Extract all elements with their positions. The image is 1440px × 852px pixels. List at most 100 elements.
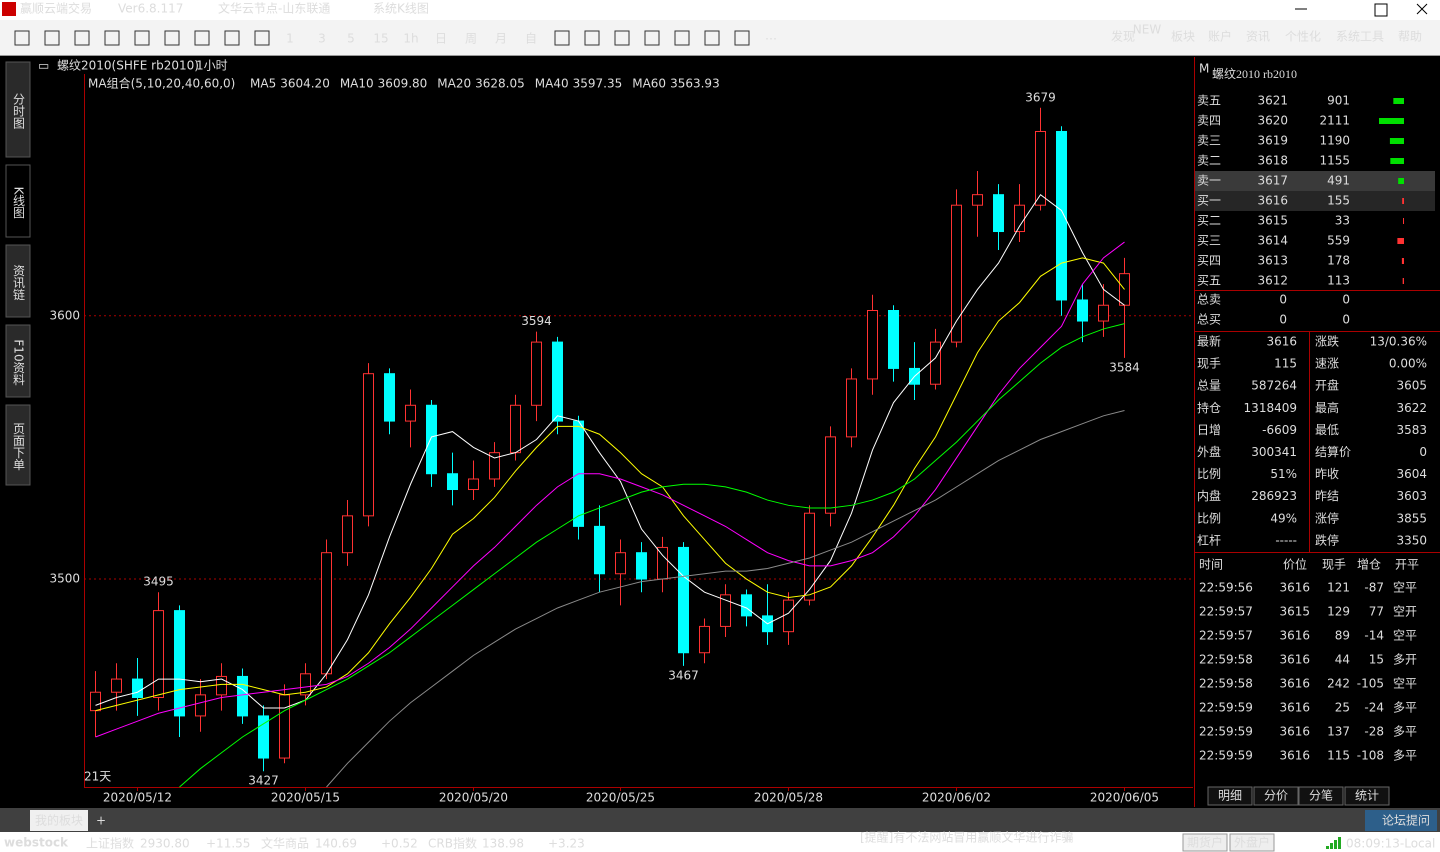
period-button[interactable]: 3 [318, 32, 326, 46]
period-button[interactable]: 15 [373, 32, 388, 46]
side-tab-label[interactable]: F10资料 [12, 339, 26, 385]
tick-volume: 115 [1327, 749, 1350, 763]
toolbar-icon[interactable] [644, 30, 660, 46]
menu-item[interactable]: 个性化 [1285, 30, 1321, 44]
ma-legend-name: MA40 [535, 77, 569, 91]
toolbar-icon[interactable] [224, 30, 240, 46]
tick-volume: 25 [1335, 701, 1350, 715]
toolbar-icon[interactable] [14, 30, 30, 46]
ticker: [提醒]有不法网站冒用赢顺文华进行诈骗 [860, 830, 1073, 845]
ma-line [179, 323, 1125, 788]
side-tab[interactable] [5, 164, 31, 238]
toolbar-icon[interactable] [614, 30, 630, 46]
x-tick-label: 2020/05/12 [103, 791, 172, 805]
volume-bar [1397, 238, 1404, 244]
forum-label[interactable]: 论坛提问 [1382, 813, 1430, 828]
menu-item[interactable]: 板块 [1171, 30, 1195, 44]
toolbar-icon[interactable] [584, 30, 600, 46]
stat-value: 3583 [1396, 423, 1427, 437]
tick-oi: -24 [1364, 701, 1384, 715]
stat-label: 杠杆 [1197, 532, 1221, 547]
toolbar-icon[interactable] [104, 30, 120, 46]
toolbar-icon[interactable] [74, 30, 90, 46]
total-label: 总卖 [1197, 293, 1221, 307]
x-tick-label: 2020/05/25 [586, 791, 655, 805]
index-change: +0.52 [381, 837, 418, 851]
chart-period[interactable]: 1小时 [196, 59, 228, 73]
forum-button[interactable] [1365, 810, 1437, 831]
board-tab[interactable] [30, 810, 88, 831]
toolbar-icon[interactable] [194, 30, 210, 46]
panel-tab-label[interactable]: 明细 [1218, 789, 1242, 803]
period-button[interactable]: 1 [286, 32, 294, 46]
row-highlight [1195, 171, 1435, 191]
menu-item[interactable]: 帮助 [1398, 30, 1422, 44]
board-add[interactable]: + [96, 814, 106, 828]
menu-item[interactable]: 账户 [1208, 29, 1232, 44]
toolbar-icon[interactable] [164, 30, 180, 46]
candle-body [342, 515, 353, 554]
account-button[interactable] [1229, 833, 1275, 852]
candle-body [594, 525, 605, 575]
side-tab[interactable] [5, 404, 31, 486]
book-label: 卖四 [1197, 114, 1221, 128]
total-b: 0 [1342, 293, 1350, 307]
panel-tab-label[interactable]: 分笔 [1309, 788, 1333, 803]
panel-tab[interactable] [1344, 786, 1390, 806]
toolbar-icon[interactable] [674, 30, 690, 46]
x-tick-label: 2020/06/02 [922, 791, 991, 805]
candle-body [426, 404, 437, 475]
panel-tab[interactable] [1298, 786, 1344, 806]
toolbar-icon[interactable] [44, 30, 60, 46]
panel-tab-label[interactable]: 分价 [1264, 789, 1288, 803]
period-button[interactable]: 日 [435, 32, 447, 46]
toolbar-icon[interactable] [254, 30, 270, 46]
account-label[interactable]: 外盘户 [1234, 835, 1270, 850]
side-tab-label[interactable]: 分时图 [12, 93, 26, 129]
toolbar-icon[interactable] [704, 30, 720, 46]
side-tab[interactable] [5, 244, 31, 318]
panel-tab-label[interactable]: 统计 [1355, 789, 1379, 803]
menu-item[interactable]: 系统工具 [1336, 30, 1384, 44]
period-button[interactable]: 1h [403, 32, 418, 46]
account-button[interactable] [1182, 833, 1228, 852]
toolbar-icon[interactable] [734, 30, 750, 46]
y-tick-label: 3500 [49, 572, 80, 586]
stat-value: 3616 [1266, 335, 1297, 349]
tick-time: 22:59:59 [1199, 725, 1253, 739]
book-price: 3612 [1257, 274, 1288, 288]
side-tab-label[interactable]: 资讯链 [12, 264, 26, 300]
new-badge: NEW [1133, 23, 1162, 37]
panel-tab[interactable] [1253, 786, 1299, 806]
side-tab-label[interactable]: 页面下单 [12, 423, 26, 472]
indicator[interactable]: MA组合(5,10,20,40,60,0) [88, 76, 235, 91]
stat-label: 比例 [1197, 467, 1221, 481]
candle-body [552, 341, 563, 422]
period-button[interactable]: 自 [525, 32, 537, 46]
period-button[interactable]: 月 [495, 32, 507, 46]
toolbar-icon[interactable] [134, 30, 150, 46]
stat-value: 300341 [1251, 445, 1297, 459]
board-label[interactable]: 我的板块 [35, 813, 83, 828]
total-label: 总买 [1197, 313, 1221, 327]
side-tab-label[interactable]: K线图 [12, 187, 26, 219]
more-icon[interactable]: ⋯ [765, 32, 777, 46]
stat-label: 开盘 [1315, 378, 1339, 393]
menu-item[interactable]: 发现 [1111, 29, 1135, 44]
period-button[interactable]: 周 [465, 32, 477, 46]
period-button[interactable]: 5 [347, 32, 355, 46]
tick-time: 22:59:56 [1199, 581, 1253, 595]
index-name: CRB指数 [428, 836, 477, 851]
ma-legend-value: 3563.93 [670, 77, 720, 91]
side-tab[interactable] [5, 324, 31, 398]
tick-oi: 77 [1369, 605, 1384, 619]
panel-tab[interactable] [1207, 786, 1253, 806]
book-label: 卖三 [1197, 134, 1221, 148]
side-tab[interactable] [5, 61, 31, 158]
toolbar-icon[interactable] [554, 30, 570, 46]
clock: 08:09:13-Local [1346, 837, 1435, 851]
account-label[interactable]: 期货户 [1187, 835, 1223, 850]
menu-item[interactable]: 资讯 [1246, 30, 1270, 44]
book-volume: 1155 [1319, 154, 1350, 168]
